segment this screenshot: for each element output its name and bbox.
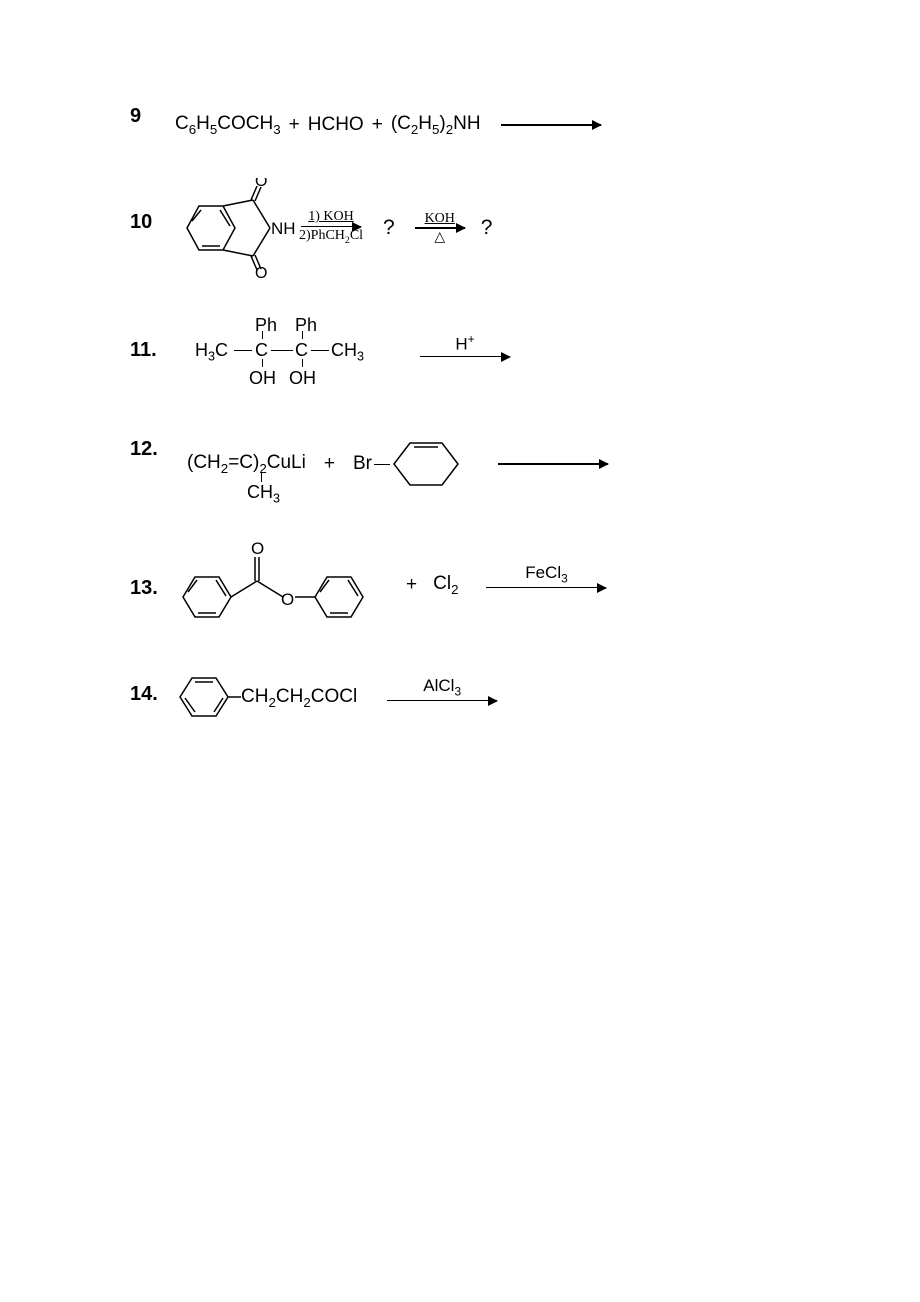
oxygen-label: O [255, 265, 267, 278]
ph-label: Ph [295, 315, 317, 336]
sidechain-formula: CH2CH2COCl [241, 686, 357, 710]
arrow-top-label: AlCl3 [423, 677, 461, 698]
ch3-label: CH3 [247, 482, 280, 506]
cuprate-reagent: (CH2=C)2CuLi CH3 [187, 452, 306, 476]
arrow-top-label: 1) KOH [308, 209, 354, 224]
oxygen-label: O [281, 590, 294, 609]
bond [261, 472, 262, 482]
arrow-bottom-label: △ [434, 230, 445, 245]
arrow-top-label: KOH [425, 211, 455, 226]
plus-sign: + [372, 114, 383, 136]
problem-10: 10 [130, 173, 830, 283]
problems-container: 9 C6H5COCH3 + HCHO + (C2H5)2NH 10 [130, 105, 830, 758]
problem-9: 9 C6H5COCH3 + HCHO + (C2H5)2NH [130, 105, 830, 145]
phenyl-benzoate-structure: O O [175, 537, 390, 632]
pinacol-structure: Ph Ph H3C C C CH3 OH OH [195, 315, 385, 393]
problem-11: 11. Ph Ph H3C C C CH3 OH OH H+ [130, 311, 830, 396]
reaction-arrow [501, 124, 601, 126]
arrow-top-label: FeCl3 [525, 564, 568, 585]
plus-sign: + [406, 574, 417, 596]
ch3-label: H3C [195, 340, 228, 364]
br-label: Br [353, 453, 372, 475]
bond [234, 350, 252, 351]
bond [311, 350, 329, 351]
problem-13: 13. [130, 532, 830, 637]
plus-sign: + [324, 453, 335, 475]
problem-number: 12. [130, 438, 175, 461]
equation: (CH2=C)2CuLi CH3 + Br [175, 433, 618, 495]
c-label: C [295, 340, 308, 361]
problem-12: 12. (CH2=C)2CuLi CH3 + Br [130, 424, 830, 504]
reagent-1: C6H5COCH3 [175, 113, 281, 137]
reaction-arrow-2: KOH △ [415, 211, 465, 245]
bond [302, 359, 303, 367]
reaction-arrow-1: 1) KOH 2)PhCH2Cl [299, 209, 363, 246]
nh-label: NH [271, 219, 296, 238]
c-label: C [255, 340, 268, 361]
problem-number: 14. [130, 683, 175, 706]
reaction-arrow [498, 463, 608, 465]
problem-number: 13. [130, 577, 175, 600]
reaction-arrow: FeCl3 [486, 564, 606, 604]
equation: CH2CH2COCl AlCl3 [175, 670, 507, 725]
equation: O O NH 1) KOH 2)PhCH2Cl ? KOH △ ? [175, 178, 492, 278]
problem-number: 11. [130, 339, 175, 362]
reaction-arrow: AlCl3 [387, 677, 497, 717]
problem-number: 9 [130, 105, 175, 128]
equation: O O + Cl2 FeCl3 [175, 537, 616, 632]
bond [271, 350, 293, 351]
equation: C6H5COCH3 + HCHO + (C2H5)2NH [175, 113, 611, 137]
cl2-reagent: Cl2 [433, 573, 458, 597]
reagent-3: (C2H5)2NH [391, 113, 481, 137]
arrow-top-label: H+ [455, 333, 474, 354]
problem-number: 10 [130, 211, 175, 234]
ch3-label: CH3 [331, 340, 364, 364]
unknown-product: ? [481, 216, 493, 240]
phthalimide-structure: O O NH [175, 178, 300, 278]
problem-14: 14. CH2CH2COCl AlCl3 [130, 665, 830, 730]
bond [262, 359, 263, 367]
oh-label: OH [289, 368, 316, 389]
bond [262, 331, 263, 339]
oh-label: OH [249, 368, 276, 389]
bond [374, 464, 390, 465]
reaction-arrow: H+ [420, 333, 510, 373]
bond [302, 331, 303, 339]
cyclohexene-bromide-structure [390, 433, 468, 495]
cuprate-formula: (CH2=C)2CuLi [187, 452, 306, 473]
oxygen-label: O [251, 539, 264, 558]
oxygen-label: O [255, 178, 267, 190]
plus-sign: + [289, 114, 300, 136]
ph-label: Ph [255, 315, 277, 336]
unknown-product: ? [383, 216, 395, 240]
reagent-2: HCHO [308, 114, 364, 136]
benzene-ring [175, 670, 241, 725]
equation: Ph Ph H3C C C CH3 OH OH H+ [175, 315, 520, 393]
